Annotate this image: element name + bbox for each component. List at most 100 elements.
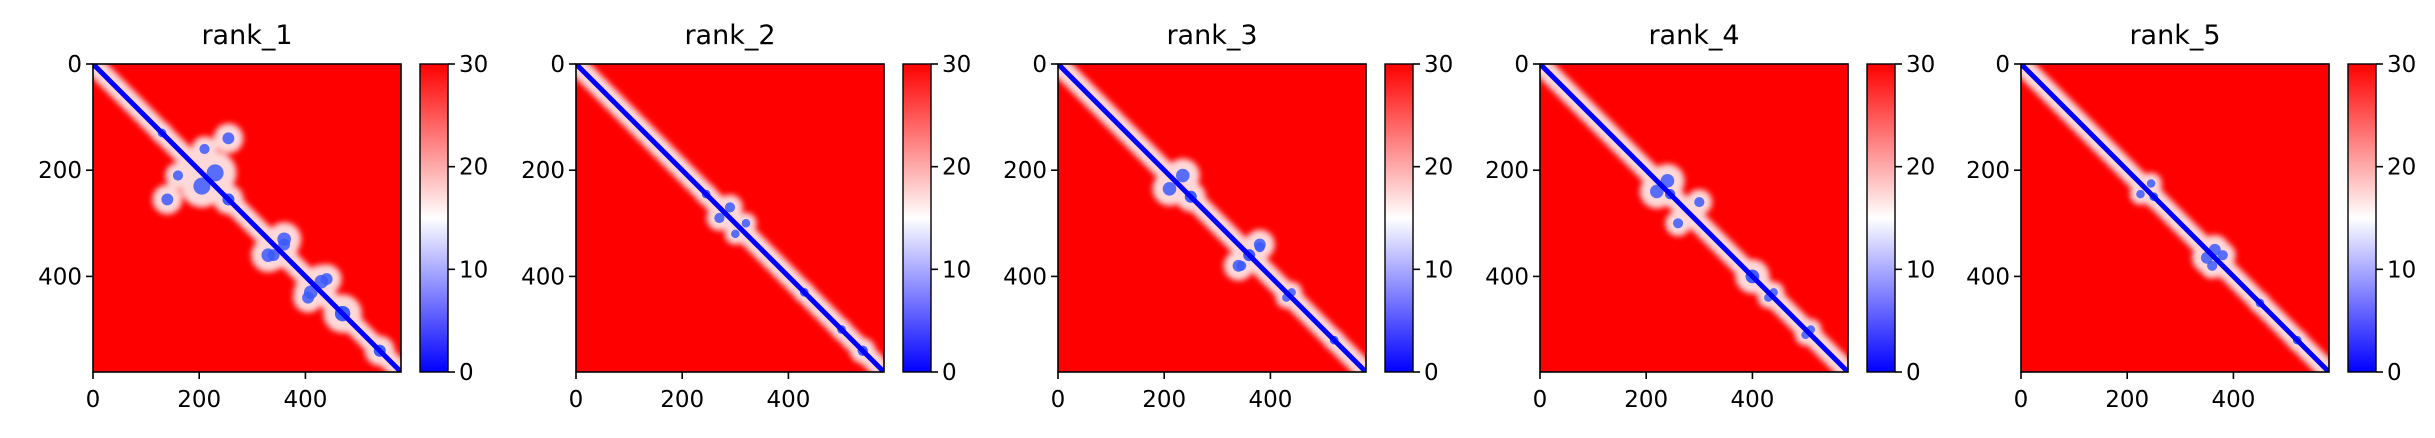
contact-blob <box>1175 168 1190 183</box>
x-tick-label: 0 <box>1051 387 1066 413</box>
colorbar-tick-label: 20 <box>942 155 971 181</box>
colorbar-gradient <box>1866 63 1896 373</box>
x-tick-label: 400 <box>1248 387 1292 413</box>
colorbar-gradient <box>1384 63 1414 373</box>
panel-title: rank_3 <box>1166 20 1257 51</box>
contact-blob <box>724 202 736 213</box>
x-tick-label: 200 <box>1142 387 1186 413</box>
colorbar: 0 10 20 30 <box>419 52 488 386</box>
colorbar-tick-label: 0 <box>2387 360 2402 386</box>
colorbar-tick-label: 10 <box>942 257 971 283</box>
y-tick-label: 0 <box>1514 52 1529 78</box>
colorbar-tick-label: 0 <box>1424 360 1439 386</box>
colorbar-tick-label: 30 <box>459 52 488 78</box>
y-tick-label: 0 <box>67 52 82 78</box>
contact-blob <box>1162 181 1177 196</box>
heatmap-image <box>2021 64 2329 372</box>
colorbar-gradient <box>2347 63 2377 373</box>
heatmap-image <box>1058 64 1366 372</box>
colorbar: 0 10 20 30 <box>902 52 971 386</box>
contact-blob <box>302 291 315 304</box>
panel-title: rank_2 <box>684 20 775 51</box>
y-tick-label: 0 <box>1032 52 1047 78</box>
x-tick-label: 400 <box>1730 387 1774 413</box>
y-tick-label: 200 <box>1485 158 1529 184</box>
contact-blob <box>2146 179 2156 188</box>
contact-blob <box>278 238 291 251</box>
panel-title: rank_1 <box>201 20 292 51</box>
diagonal <box>1058 64 1366 372</box>
x-tick-label: 200 <box>2105 387 2149 413</box>
contact-blob <box>172 170 184 181</box>
colorbar-tick-label: 10 <box>2387 257 2416 283</box>
axes-frame <box>1057 63 1367 373</box>
colorbar-tick-label: 0 <box>942 360 957 386</box>
colorbar-tick-label: 20 <box>2387 155 2416 181</box>
colorbar-tick-label: 10 <box>1424 257 1453 283</box>
colorbar-tick-label: 10 <box>1906 257 1935 283</box>
heatmap-panel-1: rank_1 0 200 400 0 200 400 0 10 20 30 <box>38 20 488 413</box>
colorbar-tick-label: 20 <box>1906 155 1935 181</box>
y-tick-label: 0 <box>550 52 565 78</box>
contact-blob <box>2136 189 2145 199</box>
contact-blob <box>267 249 280 262</box>
contact-blob <box>1672 218 1684 229</box>
contact-blob <box>161 193 174 206</box>
colorbar: 0 10 20 30 <box>1384 52 1453 386</box>
y-tick-label: 200 <box>38 158 82 184</box>
diagonal <box>1540 64 1848 372</box>
y-tick-label: 200 <box>521 158 565 184</box>
x-tick-label: 200 <box>177 387 221 413</box>
contact-blob <box>1236 260 1247 271</box>
contact-blob <box>741 219 751 228</box>
x-tick-label: 400 <box>2211 387 2255 413</box>
contact-blob <box>1694 196 1705 208</box>
contact-blob <box>320 273 333 286</box>
contact-blob <box>206 164 224 182</box>
contact-blob <box>1254 242 1265 253</box>
colorbar-gradient <box>419 63 449 373</box>
contact-blob <box>193 177 211 195</box>
colorbar-tick-label: 20 <box>1424 155 1453 181</box>
x-tick-label: 200 <box>660 387 704 413</box>
contact-blob <box>1650 184 1664 199</box>
contact-blob <box>2217 250 2228 261</box>
x-tick-label: 400 <box>283 387 327 413</box>
panel-title: rank_4 <box>1648 20 1739 51</box>
axes-frame <box>575 63 885 373</box>
colorbar-tick-label: 30 <box>1424 52 1453 78</box>
colorbar-tick-label: 0 <box>459 360 474 386</box>
colorbar-tick-label: 20 <box>459 155 488 181</box>
colorbar-tick-label: 30 <box>942 52 971 78</box>
x-tick-label: 400 <box>766 387 810 413</box>
y-tick-label: 400 <box>521 264 565 290</box>
heatmap-image <box>93 64 401 372</box>
colorbar-tick-label: 10 <box>459 257 488 283</box>
diagonal <box>93 64 401 372</box>
colorbar-tick-label: 0 <box>1906 360 1921 386</box>
diagonal <box>576 64 884 372</box>
colorbar: 0 10 20 30 <box>2347 52 2416 386</box>
x-tick-label: 0 <box>1533 387 1548 413</box>
y-tick-label: 400 <box>1966 264 2010 290</box>
colorbar: 0 10 20 30 <box>1866 52 1935 386</box>
y-tick-label: 200 <box>1003 158 1047 184</box>
contact-blob <box>199 143 210 155</box>
heatmap-panel-4: rank_4 0 200 400 0 200 400 0 10 20 30 <box>1485 20 1935 413</box>
heatmap-image <box>576 64 884 372</box>
axes-frame <box>92 63 402 373</box>
panel-title: rank_5 <box>2129 20 2220 51</box>
y-tick-label: 400 <box>38 264 82 290</box>
y-tick-label: 0 <box>1995 52 2010 78</box>
colorbar-tick-label: 30 <box>2387 52 2416 78</box>
x-tick-label: 0 <box>86 387 101 413</box>
contact-blob <box>222 132 235 145</box>
heatmap-panel-2: rank_2 0 200 400 0 200 400 0 10 20 30 <box>521 20 971 413</box>
colorbar-tick-label: 30 <box>1906 52 1935 78</box>
contact-blob <box>731 229 740 239</box>
heatmap-image <box>1540 64 1848 372</box>
x-tick-label: 0 <box>569 387 584 413</box>
heatmap-panel-5: rank_5 0 200 400 0 200 400 0 10 20 30 <box>1966 20 2416 413</box>
y-tick-label: 200 <box>1966 158 2010 184</box>
